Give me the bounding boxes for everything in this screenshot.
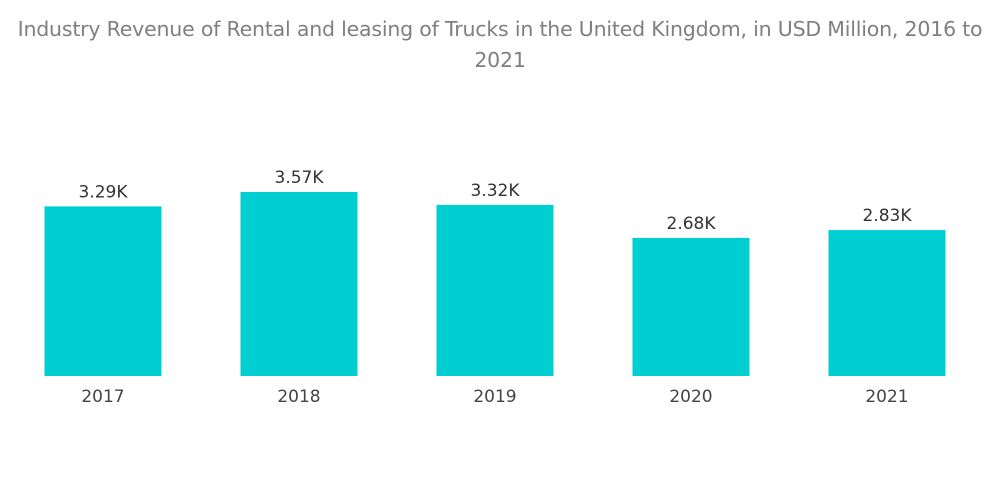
data-label-2019: 3.32K (471, 181, 521, 201)
data-labels-group: 3.29K 3.57K 3.32K 2.68K 2.83K (79, 168, 913, 234)
x-tick-label-2021: 2021 (865, 387, 908, 407)
x-tick-label-2018: 2018 (277, 387, 320, 407)
bar-2020 (632, 237, 750, 376)
data-label-2017: 3.29K (79, 182, 129, 202)
x-tick-label-2017: 2017 (81, 387, 124, 407)
bar-2017 (44, 206, 162, 376)
bar-2021 (828, 230, 946, 376)
data-label-2020: 2.68K (667, 214, 717, 234)
bar-2018 (240, 192, 358, 376)
x-tick-label-2019: 2019 (473, 387, 516, 407)
data-label-2021: 2.83K (863, 206, 913, 226)
chart-title: Industry Revenue of Rental and leasing o… (17, 17, 983, 72)
data-label-2018: 3.57K (275, 168, 325, 188)
x-axis-tick-labels: 2017 2018 2019 2020 2021 (81, 387, 908, 407)
bars-group (44, 192, 946, 376)
x-tick-label-2020: 2020 (669, 387, 712, 407)
bar-2019 (436, 204, 554, 376)
